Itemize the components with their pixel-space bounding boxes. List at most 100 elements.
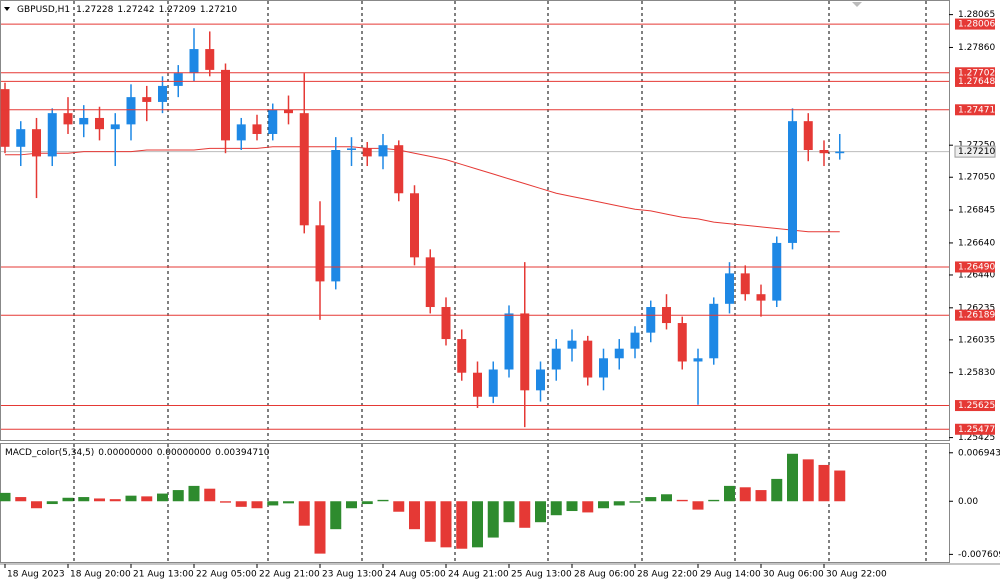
y-tick-label: 1.26440 (958, 270, 995, 280)
candle-body (803, 121, 813, 151)
macd-bar (503, 501, 515, 523)
candle-body (677, 323, 687, 362)
candle-body (268, 109, 278, 134)
macd-bar (283, 501, 294, 504)
candle-body (740, 273, 750, 295)
last-price-box (954, 145, 996, 158)
macd-bar (31, 501, 42, 509)
candle-body (189, 49, 199, 74)
x-tick-label: 21 Aug 13:00 (133, 570, 194, 580)
macd-bar (582, 501, 594, 513)
macd-bar (834, 470, 846, 502)
x-tick-label: 28 Aug 22:00 (637, 570, 698, 580)
menu-arrow[interactable] (4, 7, 10, 11)
candle-body (126, 97, 136, 125)
macd-bar (141, 496, 153, 502)
macd-bar (409, 501, 420, 530)
level-label: 1.26189 (958, 311, 995, 321)
macd-bar (393, 501, 405, 512)
y-tick-label: 1.28065 (958, 10, 995, 20)
candle-body (551, 348, 561, 370)
level-label-box (955, 67, 995, 79)
candle-body (205, 49, 215, 70)
x-tick-label: 22 Aug 05:00 (196, 570, 257, 580)
candle-body (252, 124, 262, 134)
candle-body (63, 113, 73, 125)
x-tick-label: 22 Aug 21:00 (259, 570, 320, 580)
macd-bar (487, 501, 499, 538)
level-label-box (955, 261, 995, 273)
macd-bar (519, 501, 531, 528)
y-tick-label: 1.25425 (958, 433, 995, 443)
macd-bar (235, 501, 247, 507)
macd-bar (125, 495, 137, 502)
x-tick-label: 30 Aug 06:00 (763, 570, 824, 580)
candle-body (599, 358, 608, 378)
candle-body (520, 313, 530, 391)
candle-body (583, 340, 593, 378)
macd-bar (440, 501, 452, 548)
level-label: 1.26490 (958, 262, 995, 272)
moving-average (5, 146, 840, 233)
macd-bar (472, 501, 483, 548)
candle-body (457, 339, 467, 373)
macd-bar (802, 459, 814, 502)
x-tick-label: 28 Aug 06:00 (574, 570, 635, 580)
macd-bar (188, 485, 200, 502)
macd-bar (724, 485, 735, 502)
macd-bar (739, 487, 751, 502)
macd-bar (692, 501, 704, 510)
level-label: 1.27471 (958, 105, 995, 115)
candle-body (299, 113, 309, 226)
candle-body (425, 257, 435, 308)
y-tick-label: 1.26845 (958, 206, 995, 216)
level-label-box (955, 400, 995, 412)
candle-body (362, 148, 372, 157)
candle-body (756, 294, 766, 301)
macd-bar (361, 501, 373, 505)
y-tick-label: 1.27050 (958, 173, 995, 183)
x-tick-label: 24 Aug 05:00 (385, 570, 446, 580)
level-label-box (955, 75, 995, 87)
macd-bar (109, 499, 121, 502)
candle-body (567, 340, 577, 349)
macd-bar (46, 501, 58, 505)
candle-body (95, 117, 104, 130)
level-label: 1.25625 (958, 401, 995, 411)
candle-body (835, 151, 845, 154)
y-tick-label: 1.26235 (958, 303, 995, 313)
candle-body (614, 348, 624, 359)
candle-body (772, 242, 782, 301)
level-label-box (955, 18, 995, 30)
macd-bar (645, 497, 657, 502)
level-label: 1.28006 (958, 20, 995, 30)
candle-body (0, 89, 10, 147)
level-label: 1.27702 (958, 68, 995, 78)
macd-bar (708, 499, 720, 502)
macd-bar (94, 498, 105, 502)
macd-bar (661, 494, 672, 502)
macd-bar (204, 488, 216, 502)
candle-body (378, 145, 388, 157)
macd-bar (818, 464, 830, 502)
candle-body (725, 273, 734, 304)
macd-bar (535, 501, 546, 523)
candle-body (536, 369, 545, 391)
macd-bar (566, 501, 578, 512)
macd-title: MACD_color(5,34,5) 0.00000000 0.00000000 0.… (5, 448, 270, 458)
candle-body (347, 148, 356, 151)
macd-bar (15, 497, 27, 502)
candle-body (110, 124, 120, 130)
scroll-arrow[interactable] (852, 2, 862, 7)
macd-bar (550, 501, 562, 516)
y-tick-label: 1.25830 (958, 368, 995, 378)
candle-body (221, 69, 230, 141)
macd-bar (251, 501, 263, 509)
candle-body (236, 124, 246, 141)
candle-body (158, 85, 167, 102)
macd-bar (0, 492, 11, 502)
level-label: 1.27648 (958, 77, 995, 87)
macd-bar (298, 501, 310, 526)
candle-body (630, 332, 640, 349)
